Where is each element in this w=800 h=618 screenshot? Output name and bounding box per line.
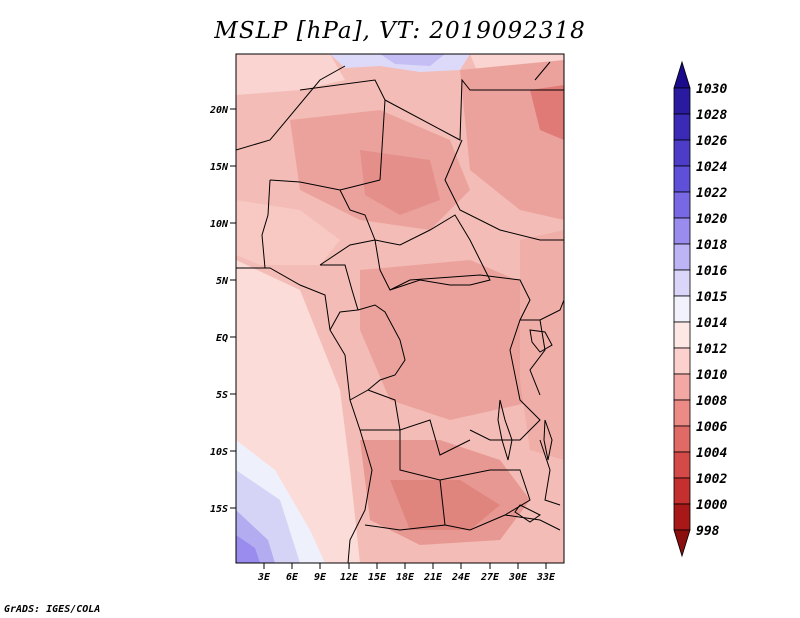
colorbar-label: 1028 <box>696 108 727 123</box>
lon-tick-label: 15E <box>368 572 387 583</box>
colorbar-box <box>673 503 691 531</box>
lon-axis: 3E 6E 9E 12E 15E 18E 21E 24E 27E 30E 33E <box>257 563 556 583</box>
colorbar-box <box>673 295 691 323</box>
lon-tick-label: 24E <box>451 572 471 583</box>
colorbar-label: 1014 <box>696 316 727 331</box>
lon-tick-label: 9E <box>314 572 327 583</box>
colorbar-label: 1024 <box>696 160 727 175</box>
colorbar-box <box>673 87 691 115</box>
lon-tick-label: 6E <box>286 572 299 583</box>
colorbar-label: 1016 <box>696 264 727 279</box>
colorbar-box <box>673 113 691 141</box>
lat-tick-label: 15N <box>210 162 229 173</box>
pressure-field <box>236 54 564 563</box>
colorbar-label: 1030 <box>696 82 727 97</box>
colorbar-label: 1002 <box>696 472 727 487</box>
colorbar-label: 1012 <box>696 342 727 357</box>
lon-tick-label: 33E <box>536 572 556 583</box>
map-frame <box>235 53 565 564</box>
colorbar-box <box>673 60 691 89</box>
colorbar-box <box>673 477 691 505</box>
colorbar-box <box>673 321 691 349</box>
colorbar-box <box>673 451 691 479</box>
colorbar-box <box>673 347 691 375</box>
colorbar-label: 1020 <box>696 212 727 227</box>
colorbar-box <box>673 529 691 558</box>
lon-tick-label: 21E <box>423 572 443 583</box>
lat-tick-label: 10S <box>210 447 228 458</box>
colorbar-label: 1010 <box>696 368 727 383</box>
lon-tick-label: 18E <box>396 572 415 583</box>
lat-tick-label: 10N <box>210 219 229 230</box>
colorbar-label: 1018 <box>696 238 727 253</box>
lat-tick-label: 20N <box>209 105 229 116</box>
lat-tick-label: 5N <box>216 276 229 287</box>
colorbar-label: 1008 <box>696 394 727 409</box>
colorbar-box <box>673 269 691 297</box>
lon-tick-label: 30E <box>508 572 528 583</box>
colorbar-box <box>673 373 691 401</box>
colorbar-box <box>673 425 691 453</box>
lat-tick-label: 15S <box>210 504 228 515</box>
colorbar-box <box>673 191 691 219</box>
colorbar-label: 1015 <box>696 290 727 305</box>
colorbar-label: 998 <box>696 524 720 539</box>
colorbar-box <box>673 399 691 427</box>
map-title: MSLP [hPa], VT: 2019092318 <box>214 18 586 44</box>
lon-tick-label: 27E <box>480 572 500 583</box>
colorbar-box <box>673 217 691 245</box>
colorbar-label: 1022 <box>696 186 727 201</box>
grads-credit: GrADS: IGES/COLA <box>4 604 101 615</box>
lon-tick-label: 3E <box>257 572 271 583</box>
colorbar-label: 1004 <box>696 446 727 461</box>
colorbar-box <box>673 243 691 271</box>
country-borders <box>236 61 564 563</box>
colorbar-box <box>673 139 691 167</box>
lat-tick-label: 5S <box>216 390 228 401</box>
colorbar-label: 1026 <box>696 134 727 149</box>
lon-tick-label: 12E <box>340 572 359 583</box>
colorbar-label: 1000 <box>696 498 727 513</box>
lat-axis: 20N 15N 10N 5N EQ 5S 10S 15S <box>209 105 236 515</box>
colorbar-label: 1006 <box>696 420 727 435</box>
lat-tick-label: EQ <box>216 333 228 344</box>
colorbar: 1030 1028 1026 1024 1022 1020 1018 1016 1015 1014… <box>673 60 727 558</box>
colorbar-box <box>673 165 691 193</box>
